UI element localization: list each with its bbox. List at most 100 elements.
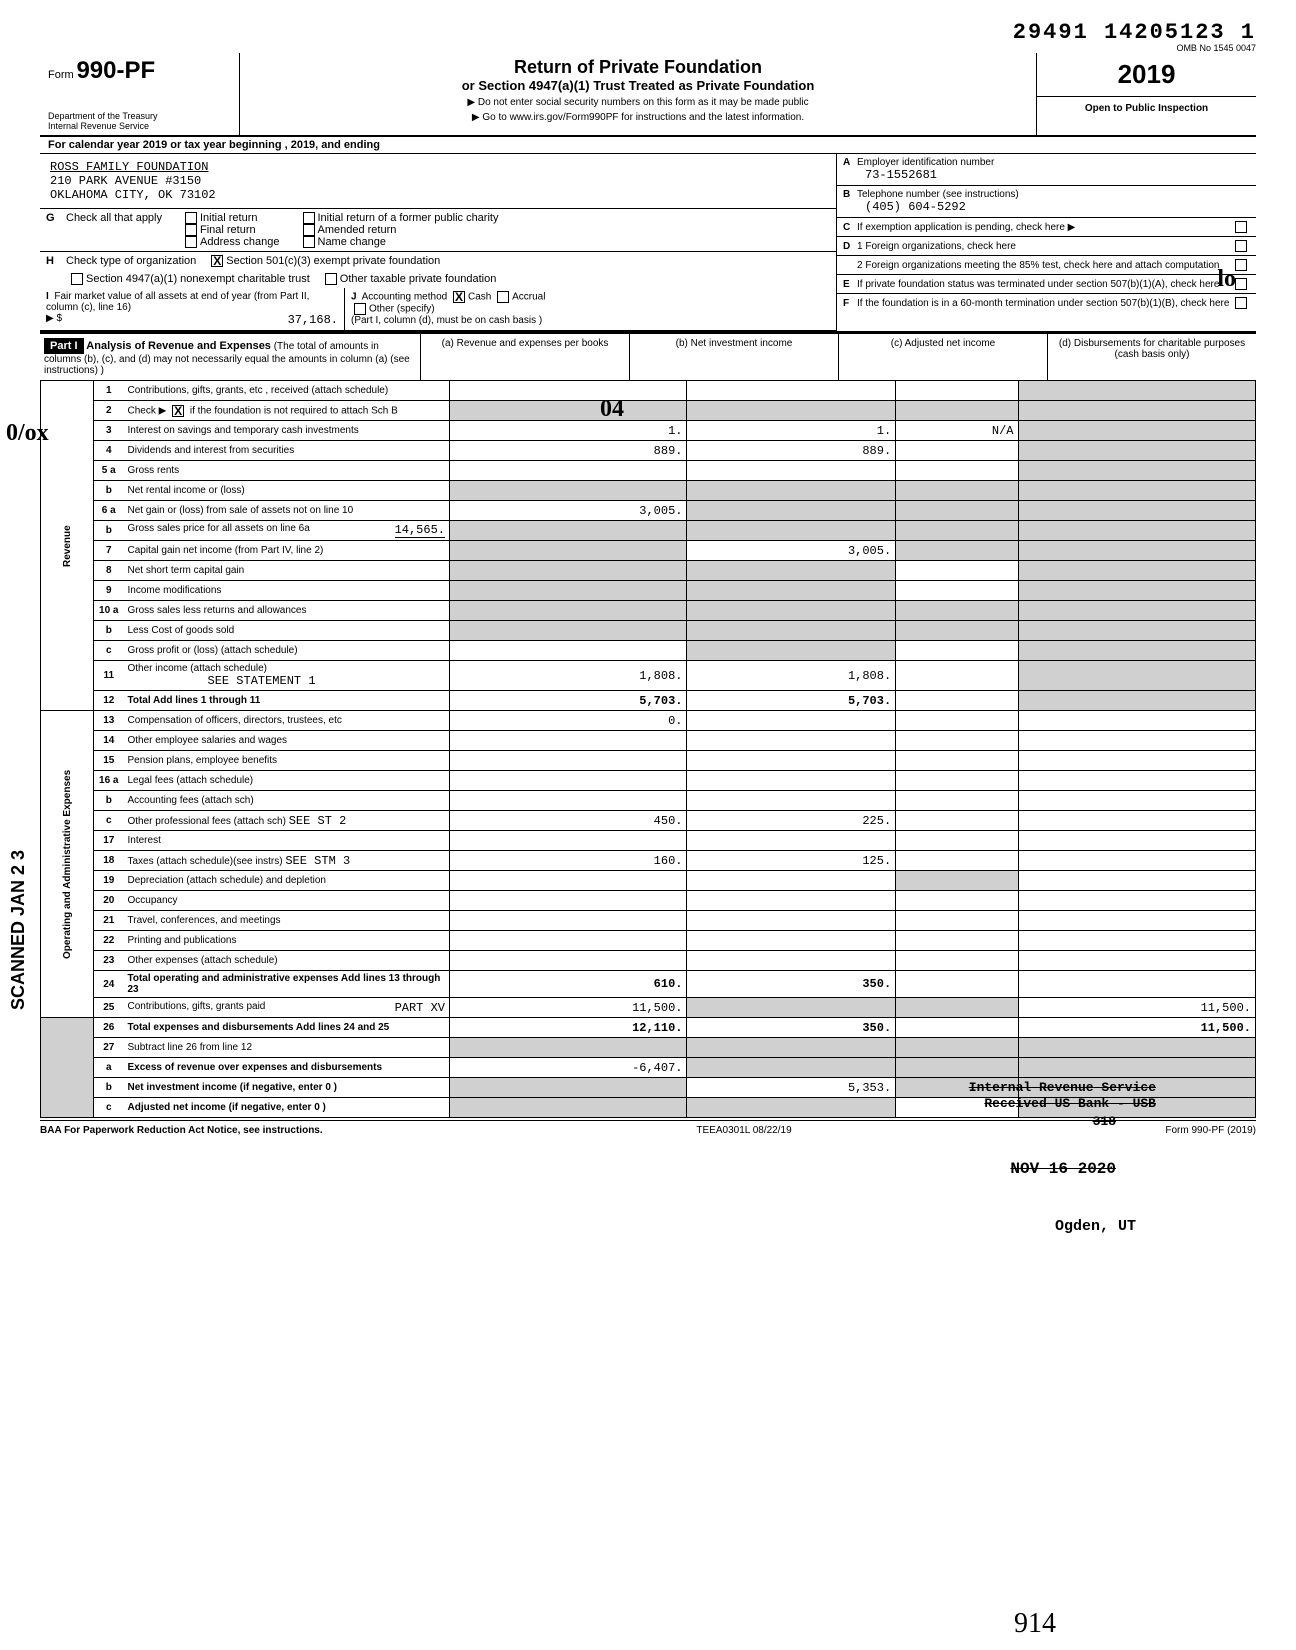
calendar-year-row: For calendar year 2019 or tax year begin… — [40, 137, 1256, 154]
table-row: 25 Contributions, gifts, grants paid PAR… — [41, 998, 1256, 1018]
line-4-col-b: 889. — [687, 441, 896, 461]
box-i-value: 37,168. — [288, 313, 338, 327]
checkbox-initial-former[interactable] — [303, 212, 315, 224]
scanned-stamp: SCANNED JAN 2 3 — [8, 850, 29, 1010]
line-4-desc: Dividends and interest from securities — [124, 441, 450, 461]
line-27a-no: a — [94, 1058, 124, 1078]
ein-value: 73-1552681 — [865, 168, 994, 182]
checkbox-4947[interactable] — [71, 273, 83, 285]
line-14-no: 14 — [94, 731, 124, 751]
checkbox-accrual[interactable] — [497, 291, 509, 303]
form-prefix: Form — [48, 69, 74, 81]
box-h-row2: Section 4947(a)(1) nonexempt charitable … — [40, 270, 836, 288]
table-row: 2 Check ▶ if the foundation is not requi… — [41, 401, 1256, 421]
entity-city: OKLAHOMA CITY, OK 73102 — [50, 188, 826, 202]
line-15-no: 15 — [94, 751, 124, 771]
form-instruction-1: ▶ Do not enter social security numbers o… — [248, 97, 1028, 108]
line-25-stmt: PART XV — [395, 1001, 445, 1015]
line-11-desc: Other income (attach schedule)SEE STATEM… — [124, 661, 450, 691]
line-6a-col-a: 3,005. — [450, 501, 687, 521]
checkbox-501c3[interactable] — [211, 255, 223, 267]
line-8-desc: Net short term capital gain — [124, 561, 450, 581]
checkbox-85-test[interactable] — [1235, 259, 1247, 271]
checkbox-final-return[interactable] — [185, 224, 197, 236]
line-2-no: 2 — [94, 401, 124, 421]
page-footer: BAA For Paperwork Reduction Act Notice, … — [40, 1120, 1256, 1140]
line-6b-text: Gross sales price for all assets on line… — [128, 523, 310, 534]
line-18-stmt: SEE STM 3 — [285, 854, 350, 868]
line-15-desc: Pension plans, employee benefits — [124, 751, 450, 771]
line-11-col-b: 1,808. — [687, 661, 896, 691]
line-27-desc: Subtract line 26 from line 12 — [124, 1038, 450, 1058]
form-subtitle: or Section 4947(a)(1) Trust Treated as P… — [248, 78, 1028, 93]
checkbox-cash[interactable] — [453, 291, 465, 303]
header-year-block: 2019 Open to Public Inspection — [1036, 53, 1256, 135]
line-25-col-d: 11,500. — [1018, 998, 1256, 1018]
table-row: 5 aGross rents — [41, 461, 1256, 481]
checkbox-schb-not-required[interactable] — [172, 405, 184, 417]
line-1-no: 1 — [94, 381, 124, 401]
opt-initial-return: Initial return — [200, 212, 257, 224]
line-23-no: 23 — [94, 951, 124, 971]
table-row: b Gross sales price for all assets on li… — [41, 521, 1256, 541]
handwritten-lo: lo — [1217, 266, 1236, 293]
checkbox-address-change[interactable] — [185, 236, 197, 248]
opt-other-method: Other (specify) — [369, 304, 435, 315]
handwritten-04: 04 — [600, 396, 624, 423]
box-f: F If the foundation is in a 60-month ter… — [837, 294, 1256, 312]
opt-initial-former: Initial return of a former public charit… — [318, 212, 499, 224]
opt-name-change: Name change — [318, 236, 387, 248]
line-5b-no: b — [94, 481, 124, 501]
line-14-desc: Other employee salaries and wages — [124, 731, 450, 751]
opt-amended: Amended return — [318, 224, 397, 236]
table-row: 9Income modifications — [41, 581, 1256, 601]
box-e-text: If private foundation status was termina… — [857, 279, 1219, 290]
box-b: B Telephone number (see instructions) (4… — [837, 186, 1256, 218]
line-16c-col-a: 450. — [450, 811, 687, 831]
table-row: 23Other expenses (attach schedule) — [41, 951, 1256, 971]
box-h-label: H — [46, 255, 60, 267]
line-21-desc: Travel, conferences, and meetings — [124, 911, 450, 931]
table-row: c Other professional fees (attach sch) S… — [41, 811, 1256, 831]
box-b-label: B — [843, 189, 857, 214]
line-16a-no: 16 a — [94, 771, 124, 791]
line-6b-desc: Gross sales price for all assets on line… — [124, 521, 450, 541]
box-g-label: G — [46, 212, 60, 224]
line-1-desc: Contributions, gifts, grants, etc , rece… — [124, 381, 450, 401]
line-10a-desc: Gross sales less returns and allowances — [124, 601, 450, 621]
checkbox-other-taxable[interactable] — [325, 273, 337, 285]
line-6a-no: 6 a — [94, 501, 124, 521]
line-25-desc: Contributions, gifts, grants paid PART X… — [124, 998, 450, 1018]
table-row: 11 Other income (attach schedule)SEE STA… — [41, 661, 1256, 691]
checkbox-other-method[interactable] — [354, 303, 366, 315]
line-12-col-a: 5,703. — [450, 691, 687, 711]
line-4-col-a: 889. — [450, 441, 687, 461]
box-j-text: Accounting method — [362, 292, 448, 303]
checkbox-exemption-pending[interactable] — [1235, 221, 1247, 233]
checkbox-initial-return[interactable] — [185, 212, 197, 224]
line-2-desc: Check ▶ if the foundation is not require… — [124, 401, 450, 421]
checkbox-foreign-org[interactable] — [1235, 240, 1247, 252]
box-a-label: A — [843, 157, 857, 182]
checkbox-60-month[interactable] — [1235, 297, 1247, 309]
checkbox-status-terminated[interactable] — [1235, 278, 1247, 290]
irs-stamp-line2: Received US Bank - USB — [984, 1096, 1156, 1111]
line-16c-stmt: SEE ST 2 — [289, 814, 347, 828]
checkbox-amended[interactable] — [303, 224, 315, 236]
form-header: Form 990-PF Department of the Treasury I… — [40, 53, 1256, 137]
line-3-no: 3 — [94, 421, 124, 441]
footer-right: Form 990-PF (2019) — [1165, 1125, 1256, 1136]
header-form-block: Form 990-PF Department of the Treasury I… — [40, 53, 240, 135]
part1-header-grid: Part I Analysis of Revenue and Expenses … — [40, 332, 1256, 380]
line-20-desc: Occupancy — [124, 891, 450, 911]
box-i-text: Fair market value of all assets at end o… — [46, 291, 309, 313]
box-c: C If exemption application is pending, c… — [837, 218, 1256, 237]
box-f-label: F — [843, 298, 857, 309]
irs-stamp-date: NOV 16 2020 — [1010, 1160, 1116, 1178]
line-25-text: Contributions, gifts, grants paid — [128, 1001, 266, 1012]
line-2-check-label: Check ▶ — [128, 406, 167, 417]
line-18-no: 18 — [94, 851, 124, 871]
box-f-text: If the foundation is in a 60-month termi… — [857, 298, 1229, 309]
checkbox-name-change[interactable] — [303, 236, 315, 248]
box-d-label: D — [843, 241, 857, 252]
